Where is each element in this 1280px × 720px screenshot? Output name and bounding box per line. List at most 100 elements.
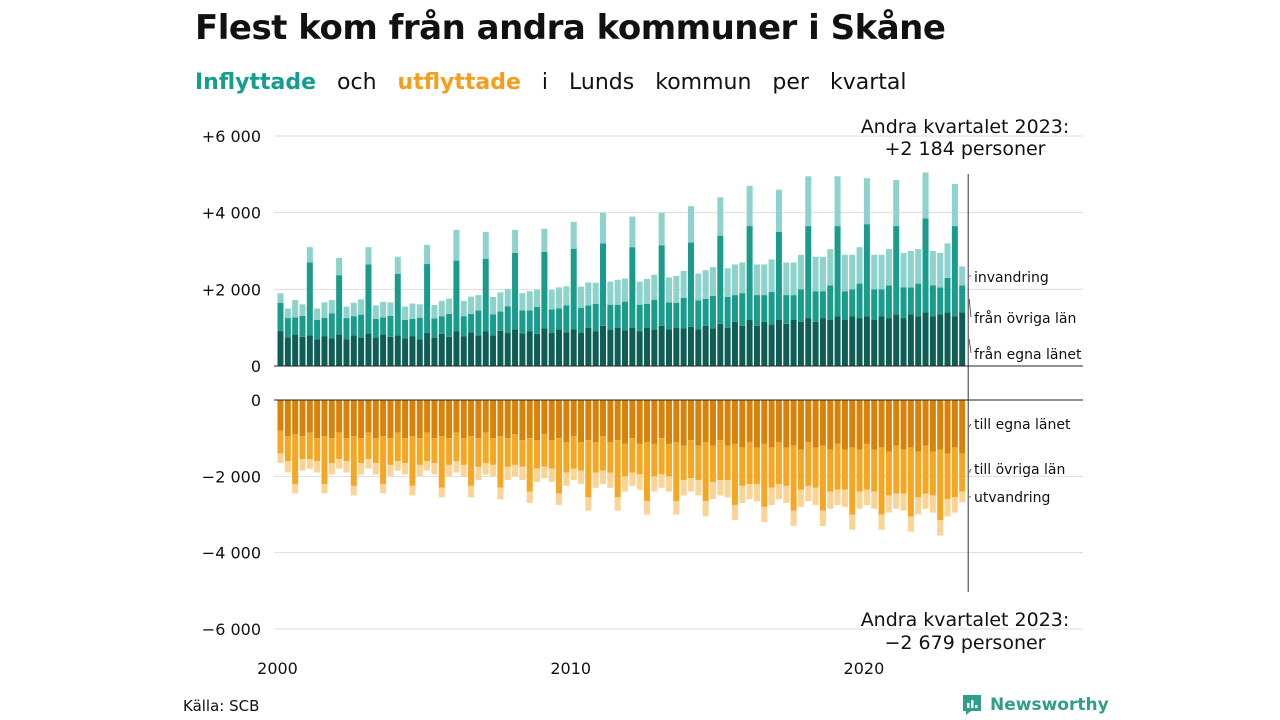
bar-inflow-segment	[900, 287, 907, 319]
bar-inflow-segment	[365, 264, 372, 334]
bar-inflow-segment	[570, 248, 577, 330]
bar-inflow-segment	[585, 327, 592, 366]
bar-inflow-segment	[695, 329, 702, 366]
bar-inflow-segment	[834, 176, 841, 227]
bar-outflow-segment	[783, 400, 790, 448]
bar-outflow-segment	[402, 462, 409, 475]
bar-outflow-segment	[937, 449, 944, 521]
bar-outflow-segment	[585, 400, 592, 441]
bar-outflow-segment	[321, 400, 328, 437]
bar-inflow-segment	[424, 244, 431, 265]
bar-outflow-segment	[907, 516, 914, 532]
bar-outflow-segment	[534, 440, 541, 469]
bar-outflow-segment	[534, 468, 541, 483]
bar-inflow-segment	[915, 249, 922, 284]
bar-inflow-segment	[893, 180, 900, 227]
bar-outflow-segment	[658, 438, 665, 475]
bar-outflow-segment	[497, 487, 504, 500]
axes	[274, 174, 1083, 592]
bar-inflow-segment	[416, 339, 423, 366]
bar-outflow-segment	[468, 436, 475, 486]
bar-outflow-segment	[563, 441, 570, 473]
bar-inflow-segment	[336, 257, 343, 276]
bar-inflow-segment	[702, 298, 709, 326]
bar-inflow-segment	[937, 287, 944, 315]
label-leader-line	[968, 339, 972, 354]
axis-labels: +6 000 +4 000 +2 000 0 0 −2 000 −4 000 −…	[202, 116, 1082, 678]
series-label: utvandring	[974, 490, 1050, 506]
bars	[277, 172, 966, 536]
bar-outflow-segment	[600, 400, 607, 437]
bar-inflow-segment	[724, 297, 731, 328]
bar-inflow-segment	[819, 291, 826, 319]
bar-outflow-segment	[402, 438, 409, 463]
bar-inflow-segment	[724, 327, 731, 366]
bar-inflow-segment	[790, 295, 797, 320]
bar-outflow-segment	[570, 400, 577, 437]
bar-outflow-segment	[827, 449, 834, 492]
bar-outflow-segment	[504, 438, 511, 467]
bar-inflow-segment	[783, 295, 790, 324]
bar-outflow-segment	[819, 510, 826, 526]
bar-outflow-segment	[709, 400, 716, 446]
bar-outflow-segment	[922, 400, 929, 446]
bar-inflow-segment	[841, 320, 848, 366]
bar-outflow-segment	[885, 400, 892, 452]
bar-inflow-segment	[350, 302, 357, 317]
bar-outflow-segment	[753, 483, 760, 502]
bar-outflow-segment	[541, 466, 548, 479]
bar-outflow-segment	[387, 400, 394, 439]
bar-outflow-segment	[644, 400, 650, 442]
bar-outflow-segment	[306, 459, 313, 469]
bar-inflow-segment	[372, 338, 379, 366]
bar-outflow-segment	[409, 436, 416, 486]
bar-inflow-segment	[717, 323, 724, 366]
bar-inflow-segment	[446, 336, 453, 366]
bar-outflow-segment	[468, 485, 475, 498]
bar-inflow-segment	[497, 292, 504, 312]
bar-inflow-segment	[695, 273, 702, 301]
annotation-upper-line1: Andra kvartalet 2023:	[861, 116, 1070, 138]
annotation-lower-line1: Andra kvartalet 2023:	[861, 609, 1070, 631]
bar-inflow-segment	[680, 328, 687, 366]
bar-inflow-segment	[636, 304, 643, 332]
bar-outflow-segment	[805, 400, 812, 442]
label-leader-line	[968, 468, 972, 473]
bar-outflow-segment	[314, 400, 321, 439]
bar-outflow-segment	[512, 400, 519, 435]
bar-outflow-segment	[526, 438, 533, 492]
bar-outflow-segment	[915, 451, 922, 498]
bar-outflow-segment	[731, 504, 738, 521]
bar-inflow-segment	[915, 316, 922, 366]
bar-inflow-segment	[277, 302, 284, 332]
bar-outflow-segment	[306, 432, 313, 460]
bar-inflow-segment	[644, 278, 650, 304]
bar-outflow-segment	[504, 466, 511, 481]
bar-inflow-segment	[622, 301, 629, 331]
bar-outflow-segment	[878, 447, 885, 515]
bar-inflow-segment	[350, 335, 357, 366]
bar-outflow-segment	[416, 438, 423, 465]
y-tick-label: −4 000	[202, 544, 261, 563]
bar-inflow-segment	[482, 331, 489, 366]
bar-inflow-segment	[959, 312, 966, 366]
bar-inflow-segment	[284, 318, 291, 338]
bar-outflow-segment	[585, 497, 592, 511]
bar-outflow-segment	[328, 462, 335, 475]
bar-inflow-segment	[585, 305, 592, 328]
bar-outflow-segment	[797, 449, 804, 490]
bar-outflow-segment	[607, 400, 614, 442]
bar-inflow-segment	[453, 331, 460, 366]
bar-inflow-segment	[394, 256, 401, 274]
bar-outflow-segment	[519, 466, 526, 481]
chart-title: Flest kom från andra kommuner i Skåne	[195, 8, 946, 48]
bar-outflow-segment	[563, 400, 570, 442]
bar-inflow-segment	[783, 262, 790, 296]
bar-outflow-segment	[849, 447, 856, 515]
bar-outflow-segment	[607, 472, 614, 488]
bar-outflow-segment	[424, 461, 431, 471]
bar-outflow-segment	[878, 400, 885, 448]
bar-outflow-segment	[490, 400, 497, 439]
y-tick-label: +6 000	[202, 127, 261, 146]
bar-inflow-segment	[797, 254, 804, 290]
